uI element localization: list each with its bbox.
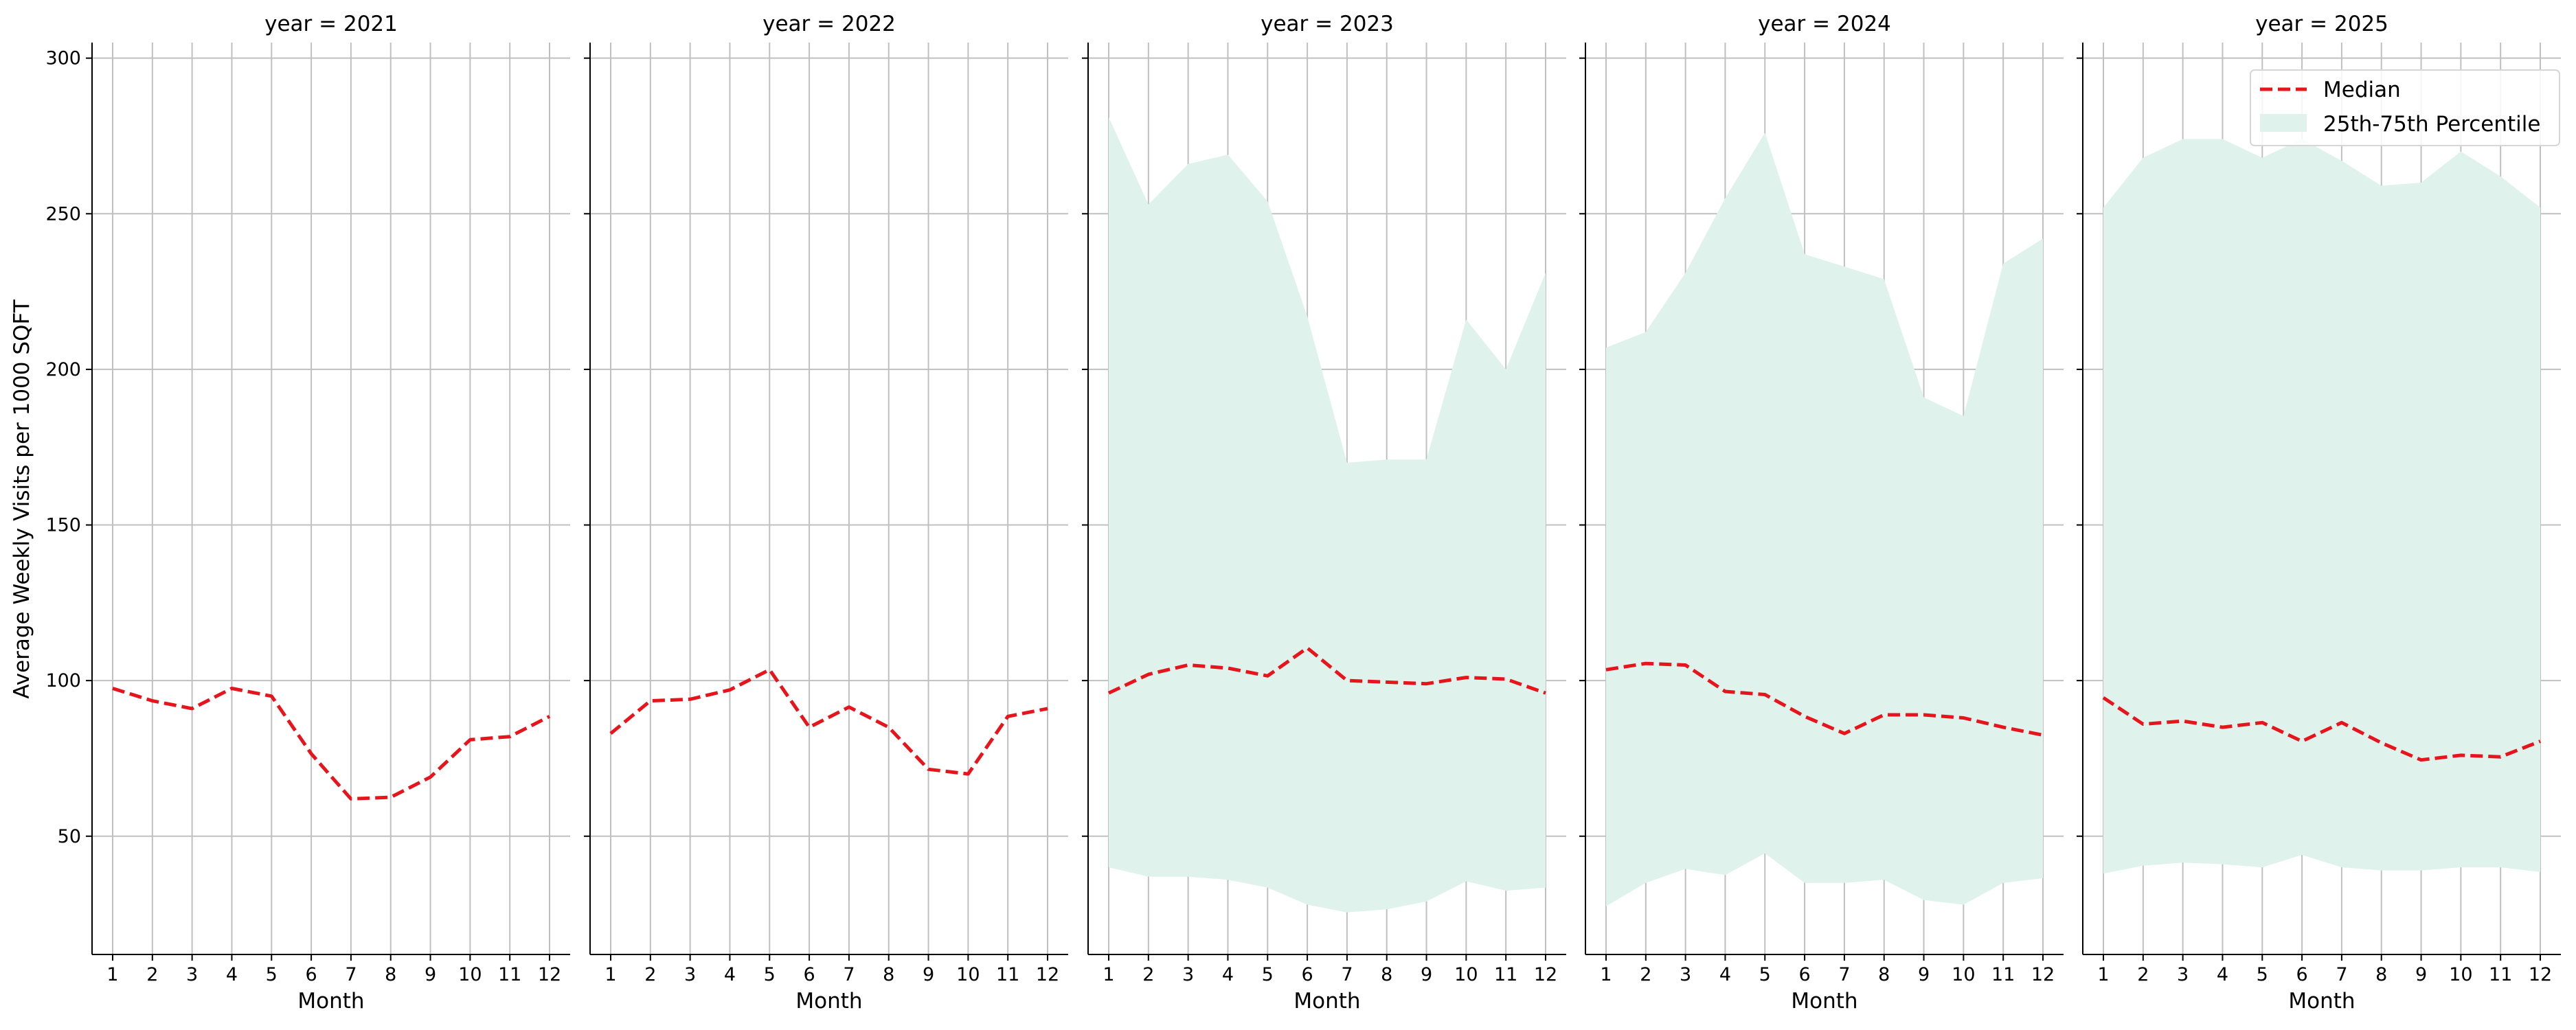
percentile-band	[2103, 139, 2540, 874]
x-tick-label: 8	[1878, 964, 1890, 985]
x-tick-label: 5	[1759, 964, 1771, 985]
x-tick-label: 3	[1680, 964, 1691, 985]
median-line	[112, 687, 551, 801]
legend: Median 25th-75th Percentile	[2250, 69, 2560, 146]
x-tick-label: 1	[1600, 964, 1612, 985]
x-tick-label: 3	[684, 964, 696, 985]
x-tick-label: 2	[146, 964, 158, 985]
x-tick-label: 6	[1798, 964, 1810, 985]
x-tick-label: 4	[724, 964, 736, 985]
x-tick-label: 10	[458, 964, 482, 985]
y-tick-label: 250	[45, 203, 81, 225]
x-tick-label: 6	[305, 964, 317, 985]
x-tick-label: 7	[1341, 964, 1353, 985]
x-tick-label: 2	[644, 964, 656, 985]
y-tick-label: 200	[45, 359, 81, 380]
median-line	[1605, 661, 2044, 737]
x-tick-label: 6	[803, 964, 815, 985]
x-tick-label: 11	[1494, 964, 1517, 985]
x-tick-label: 9	[1421, 964, 1432, 985]
median-line	[1107, 646, 1546, 695]
panel-title: year = 2023	[1261, 12, 1394, 36]
y-tick-label: 300	[45, 48, 81, 69]
x-tick-label: 5	[2257, 964, 2268, 985]
x-tick-label: 3	[186, 964, 198, 985]
median-line	[609, 667, 1048, 776]
y-tick-label: 100	[45, 670, 81, 691]
x-tick-label: 7	[345, 964, 357, 985]
y-axis-label: Average Weekly Visits per 1000 SQFT	[10, 299, 34, 698]
x-tick-label: 10	[2449, 964, 2472, 985]
percentile-band	[1109, 117, 1546, 913]
x-tick-label: 11	[498, 964, 521, 985]
legend-band-label: 25th-75th Percentile	[2323, 112, 2540, 137]
x-tick-label: 12	[538, 964, 561, 985]
x-tick-label: 1	[106, 964, 118, 985]
x-axis-label: Month	[297, 989, 364, 1014]
x-tick-label: 9	[1918, 964, 1930, 985]
x-tick-label: 4	[1719, 964, 1731, 985]
legend-median-label: Median	[2323, 78, 2401, 102]
x-tick-label: 7	[1838, 964, 1850, 985]
x-tick-label: 12	[1036, 964, 1059, 985]
x-tick-label: 9	[425, 964, 436, 985]
legend-band-swatch	[2260, 114, 2307, 132]
x-tick-label: 9	[923, 964, 934, 985]
x-tick-label: 11	[1991, 964, 2015, 985]
x-tick-label: 2	[1142, 964, 1154, 985]
panel-title: year = 2022	[762, 12, 896, 36]
legend-box	[2250, 69, 2560, 146]
x-tick-label: 8	[1381, 964, 1392, 985]
x-tick-label: 2	[1640, 964, 1651, 985]
panel-title: year = 2024	[1758, 12, 1891, 36]
x-axis-label: Month	[1791, 989, 1857, 1014]
x-tick-label: 11	[2489, 964, 2512, 985]
x-tick-label: 11	[996, 964, 1019, 985]
x-tick-label: 4	[226, 964, 238, 985]
percentile-band	[1606, 133, 2043, 906]
x-tick-label: 1	[2097, 964, 2109, 985]
x-tick-label: 2	[2137, 964, 2149, 985]
x-tick-label: 8	[883, 964, 894, 985]
x-tick-label: 5	[266, 964, 278, 985]
x-tick-label: 1	[1103, 964, 1114, 985]
x-tick-label: 3	[2177, 964, 2189, 985]
x-tick-label: 6	[2296, 964, 2307, 985]
x-tick-label: 1	[605, 964, 616, 985]
x-tick-label: 9	[2415, 964, 2427, 985]
x-tick-label: 10	[956, 964, 980, 985]
y-tick-label: 150	[45, 515, 81, 536]
x-tick-label: 12	[1534, 964, 1557, 985]
panel-title: year = 2021	[264, 12, 398, 36]
x-tick-label: 8	[385, 964, 396, 985]
x-tick-label: 5	[1262, 964, 1274, 985]
x-tick-label: 12	[2031, 964, 2055, 985]
median-line	[2102, 696, 2541, 762]
x-tick-label: 10	[1952, 964, 1975, 985]
x-tick-label: 4	[1222, 964, 1234, 985]
x-tick-label: 7	[843, 964, 855, 985]
x-axis-label: Month	[1293, 989, 1360, 1014]
x-tick-label: 3	[1182, 964, 1194, 985]
x-axis-label: Month	[2288, 989, 2355, 1014]
x-tick-label: 10	[1454, 964, 1478, 985]
x-tick-label: 5	[764, 964, 776, 985]
panel-title: year = 2025	[2255, 12, 2388, 36]
x-tick-label: 4	[2217, 964, 2228, 985]
x-tick-label: 8	[2375, 964, 2387, 985]
y-tick-label: 50	[58, 826, 81, 847]
x-axis-label: Month	[795, 989, 862, 1014]
x-tick-label: 7	[2336, 964, 2347, 985]
x-tick-label: 6	[1301, 964, 1313, 985]
x-tick-label: 12	[2529, 964, 2552, 985]
